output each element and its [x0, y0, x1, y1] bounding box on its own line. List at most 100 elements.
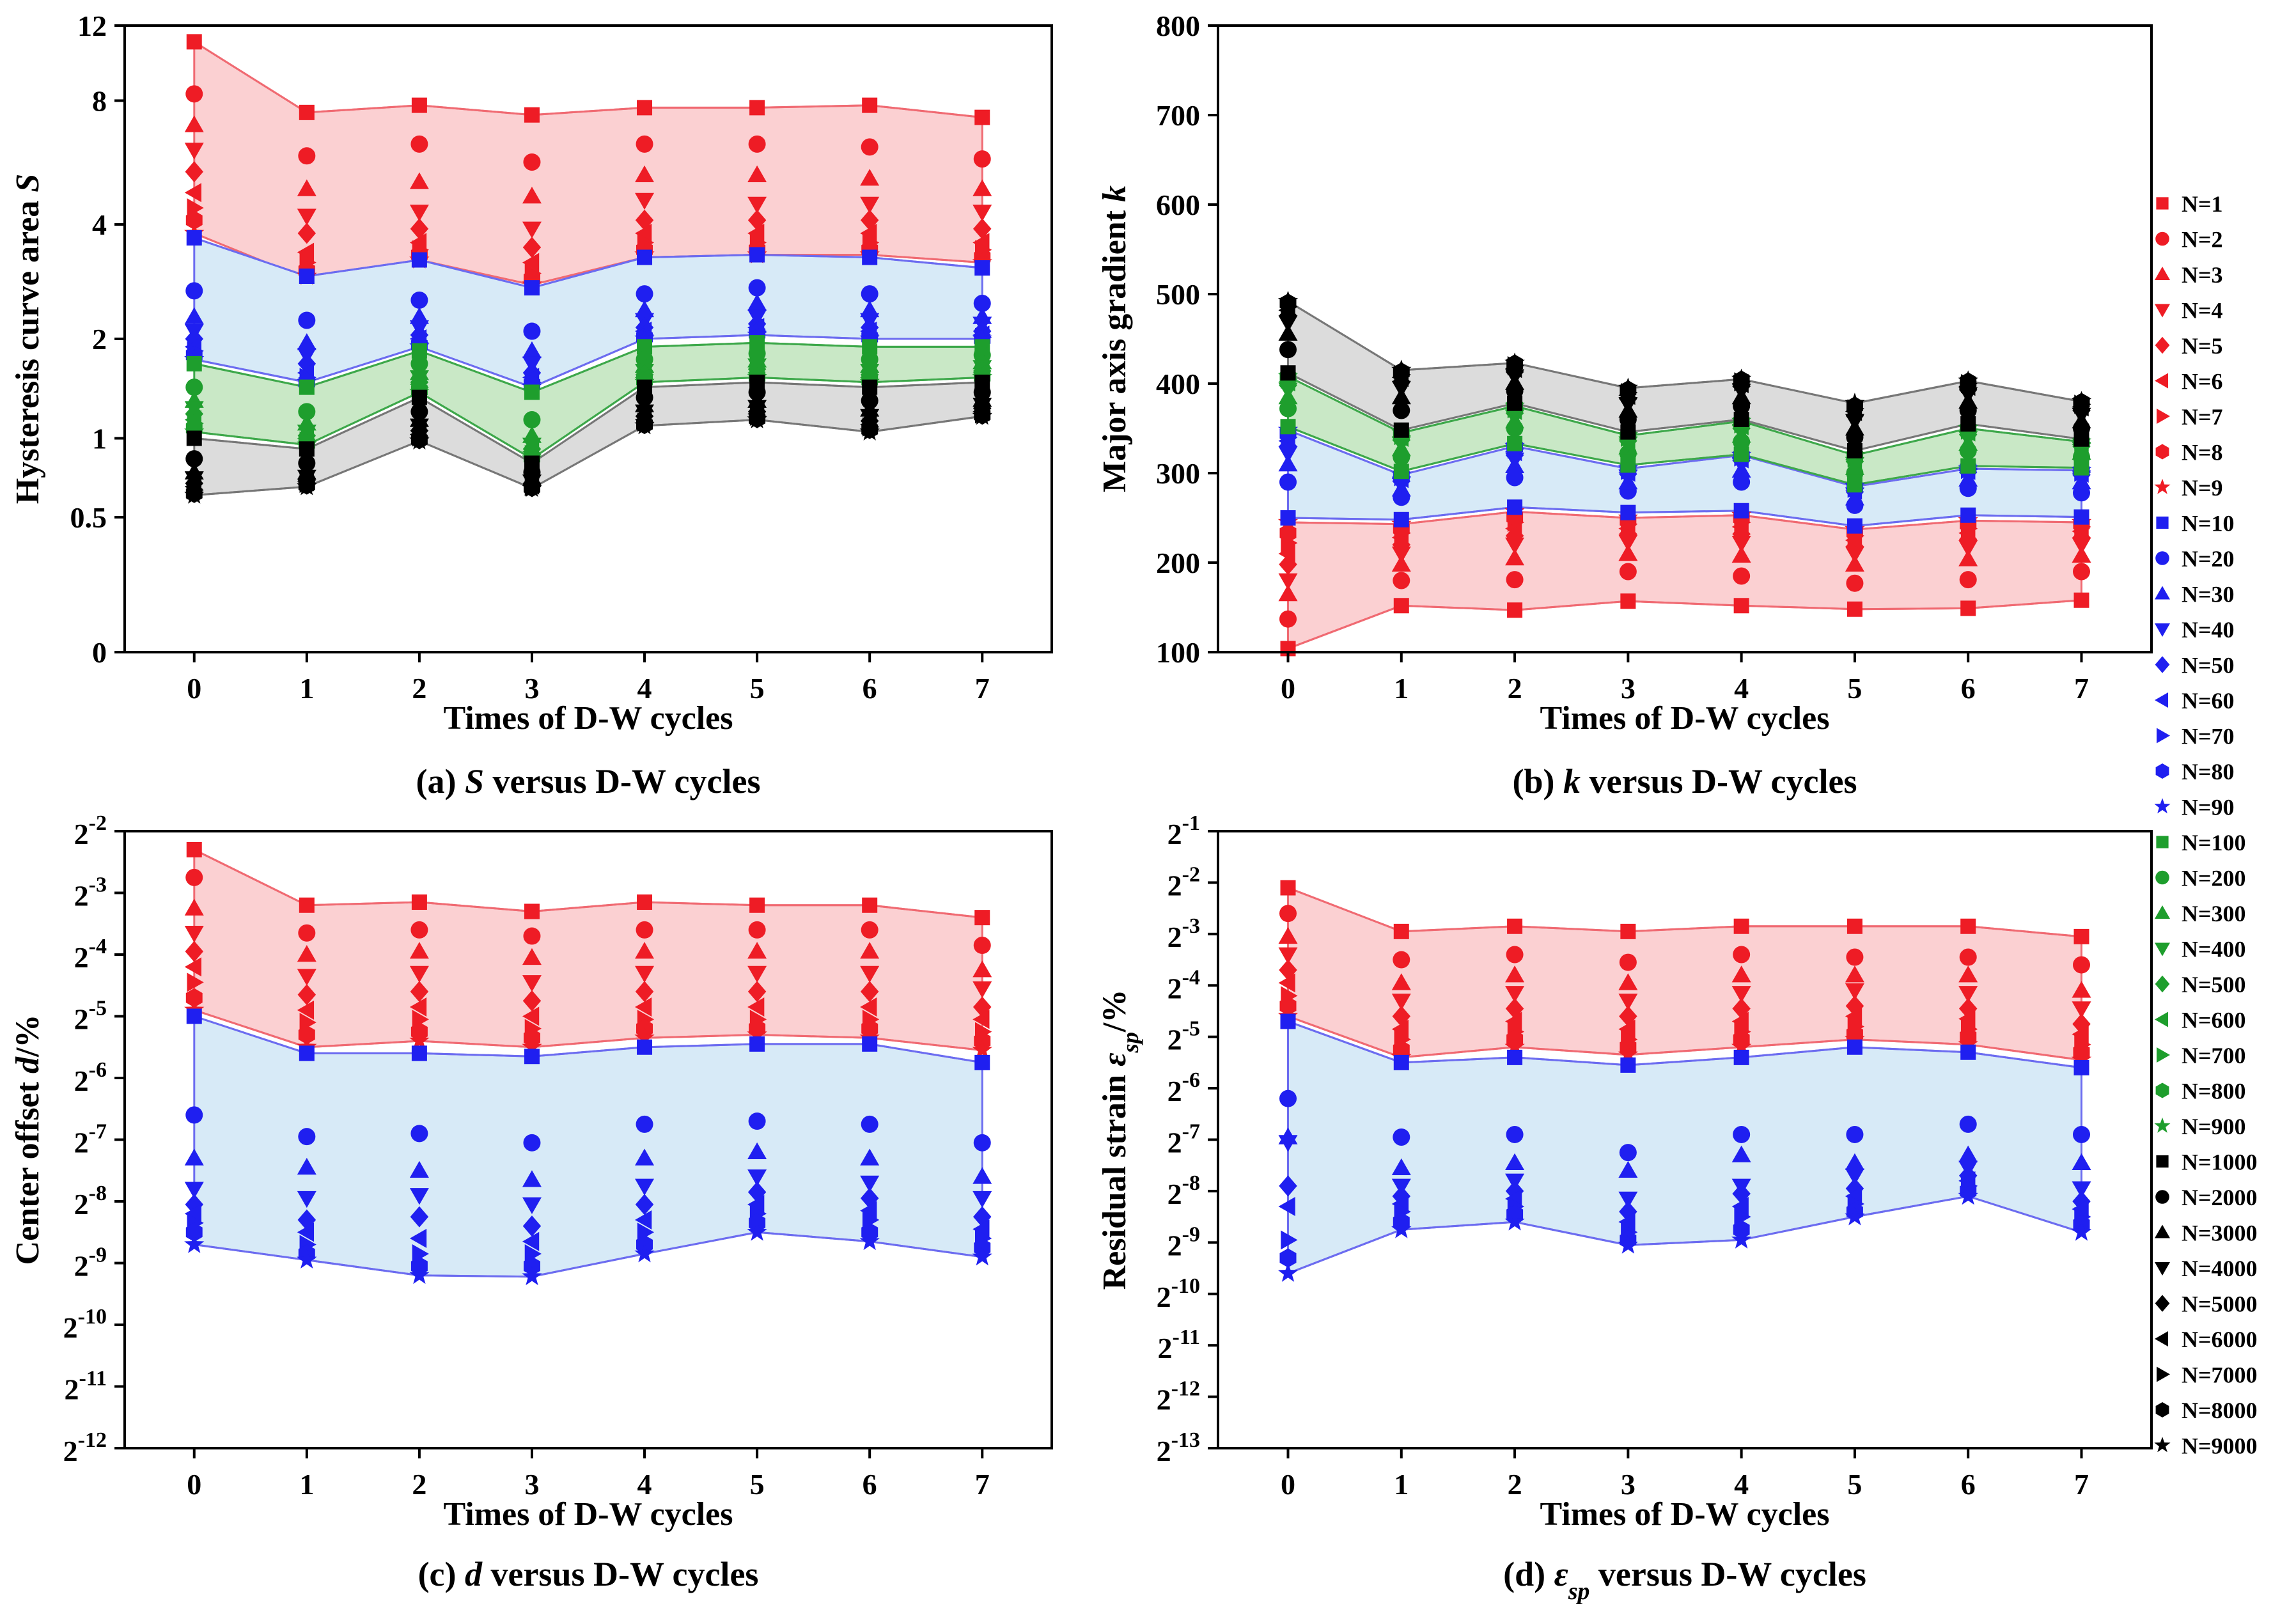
- legend-item: N=400: [2155, 937, 2246, 962]
- y-tick-label: 500: [1156, 278, 1200, 311]
- data-point-blue: [1734, 1207, 1751, 1227]
- tick-base: 2: [74, 880, 89, 912]
- data-point-red: [410, 218, 429, 240]
- data-point-red: [522, 990, 542, 1011]
- y-tick-label: 1: [92, 423, 107, 455]
- data-point-red: [972, 960, 992, 978]
- legend-item: N=200: [2155, 866, 2246, 891]
- data-point-red: [972, 179, 992, 196]
- data-point-red: [1278, 926, 1298, 944]
- data-point-blue: [1845, 1206, 1865, 1226]
- tick-base: 2: [1167, 1127, 1182, 1159]
- data-point-red: [1846, 574, 1864, 592]
- data-point-red: [749, 897, 765, 913]
- legend-marker-hexagon: [2155, 444, 2169, 460]
- legend-item: N=1000: [2156, 1150, 2258, 1175]
- legend-marker-square: [2156, 516, 2169, 529]
- data-point-blue: [185, 282, 203, 300]
- data-point-red: [860, 169, 880, 186]
- y-tick-label: 100: [1156, 636, 1200, 669]
- data-point-red: [522, 221, 542, 238]
- y-tick-label: 2-8: [1167, 1171, 1200, 1210]
- y-tick-label: 2-7: [1167, 1120, 1200, 1159]
- data-point-red: [524, 903, 540, 919]
- data-point-blue: [184, 1204, 201, 1224]
- data-point-green: [411, 343, 427, 359]
- data-point-red: [409, 1030, 430, 1050]
- data-point-blue: [1960, 1044, 1976, 1060]
- data-point-red: [298, 924, 316, 942]
- x-tick-label: 6: [863, 672, 877, 705]
- data-point-black: [1733, 412, 1749, 427]
- data-point-green: [1280, 419, 1296, 435]
- tick-exponent: -2: [1182, 863, 1200, 886]
- text-run: Center offset: [10, 1074, 46, 1265]
- legend-item: N=7: [2157, 404, 2223, 430]
- data-point-red: [297, 208, 316, 226]
- legend-label: N=500: [2182, 972, 2246, 997]
- data-point-red: [862, 897, 878, 913]
- panel-caption: (c) d versus D-W cycles: [418, 1555, 759, 1593]
- x-tick-label: 2: [412, 672, 426, 705]
- legend-label: N=200: [2182, 866, 2246, 891]
- legend-item: N=60: [2155, 688, 2235, 714]
- data-point-black: [1504, 352, 1525, 372]
- data-point-red: [860, 997, 877, 1017]
- data-point-black: [1393, 402, 1410, 419]
- tick-exponent: -4: [89, 935, 107, 958]
- legend-marker-diamond: [2155, 656, 2170, 673]
- tick-base: 2: [1157, 1384, 1171, 1416]
- data-point-blue: [1281, 1230, 1298, 1250]
- data-point-red: [187, 972, 204, 992]
- legend-label: N=20: [2182, 546, 2235, 572]
- data-point-blue: [861, 1115, 878, 1133]
- legend-marker-triangle-down: [2155, 304, 2170, 318]
- data-point-black: [1279, 341, 1297, 359]
- data-point-blue: [636, 1115, 653, 1133]
- legend-item: N=8: [2155, 440, 2223, 465]
- data-point-red: [524, 107, 540, 123]
- band-lower-line-blue: [194, 1231, 983, 1278]
- data-point-red: [184, 115, 204, 132]
- data-point-black: [297, 476, 317, 496]
- text-run: /%: [1097, 990, 1133, 1033]
- data-point-blue: [747, 1169, 767, 1187]
- data-point-red: [637, 894, 653, 910]
- legend-marker-star: [2154, 798, 2171, 814]
- data-point-blue: [409, 1160, 429, 1178]
- y-axis-title: Hysteresis curve area S: [10, 174, 46, 504]
- data-point-blue: [1731, 1197, 1749, 1217]
- legend-label: N=1: [2182, 191, 2223, 217]
- x-tick-label: 0: [187, 1468, 201, 1501]
- data-point-blue: [635, 300, 655, 318]
- data-point-red: [1393, 598, 1409, 614]
- data-point-red: [185, 868, 203, 886]
- legend-item: N=5000: [2155, 1292, 2258, 1317]
- x-tick-label: 1: [299, 1468, 314, 1501]
- tick-base: 2: [1167, 921, 1182, 953]
- x-tick-label: 1: [1394, 672, 1409, 705]
- data-point-red: [860, 223, 877, 243]
- y-tick-label: 2-2: [74, 811, 107, 850]
- text-run: d: [10, 1056, 46, 1074]
- data-point-red: [409, 997, 427, 1017]
- band-lower-line-green: [1287, 425, 2082, 486]
- data-point-blue: [297, 1157, 316, 1175]
- legend-marker-star: [2154, 1437, 2171, 1453]
- data-point-blue: [1620, 504, 1636, 520]
- legend-marker-star: [2154, 1117, 2171, 1133]
- y-tick-label: 2-6: [1167, 1068, 1200, 1107]
- band-lower-line-red: [1287, 599, 2082, 650]
- legend-item: N=2000: [2155, 1185, 2258, 1210]
- band-upper-line-blue: [194, 1015, 983, 1064]
- band-lower-line-green: [194, 376, 983, 460]
- legend-marker-triangle-up: [2155, 905, 2170, 919]
- text-run: versus D-W cycles: [1589, 1555, 1866, 1593]
- data-point-green: [1960, 458, 1976, 474]
- legend-item: N=500: [2155, 972, 2246, 997]
- data-point-red: [1505, 986, 1525, 1003]
- data-point-red: [299, 104, 315, 120]
- tick-base: 2: [63, 1435, 78, 1467]
- data-point-black: [409, 430, 430, 449]
